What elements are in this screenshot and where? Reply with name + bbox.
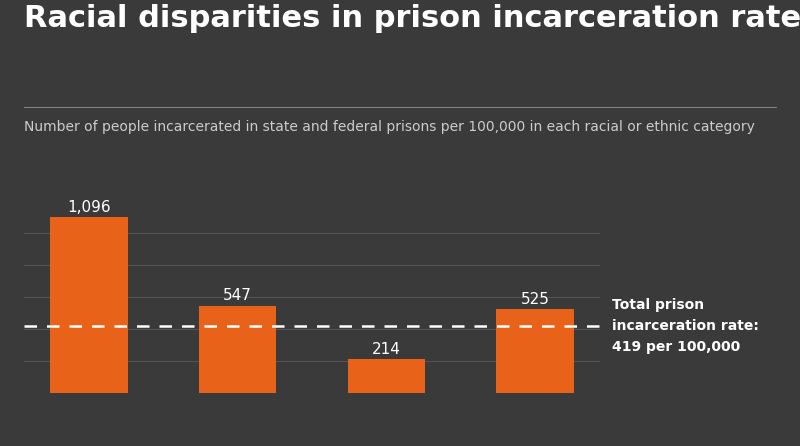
- Bar: [497, 309, 574, 393]
- Text: 214: 214: [372, 342, 401, 357]
- Text: 525: 525: [521, 292, 550, 307]
- Text: Racial disparities in prison incarceration rates, 2019: Racial disparities in prison incarcerati…: [24, 4, 800, 33]
- Bar: [348, 359, 425, 393]
- Text: 1,096: 1,096: [67, 200, 110, 215]
- Text: Number of people incarcerated in state and federal prisons per 100,000 in each r: Number of people incarcerated in state a…: [24, 120, 755, 134]
- Bar: [50, 217, 127, 393]
- Bar: [199, 306, 276, 393]
- Text: 547: 547: [223, 288, 252, 303]
- Text: Total prison
incarceration rate:
419 per 100,000: Total prison incarceration rate: 419 per…: [611, 298, 758, 354]
